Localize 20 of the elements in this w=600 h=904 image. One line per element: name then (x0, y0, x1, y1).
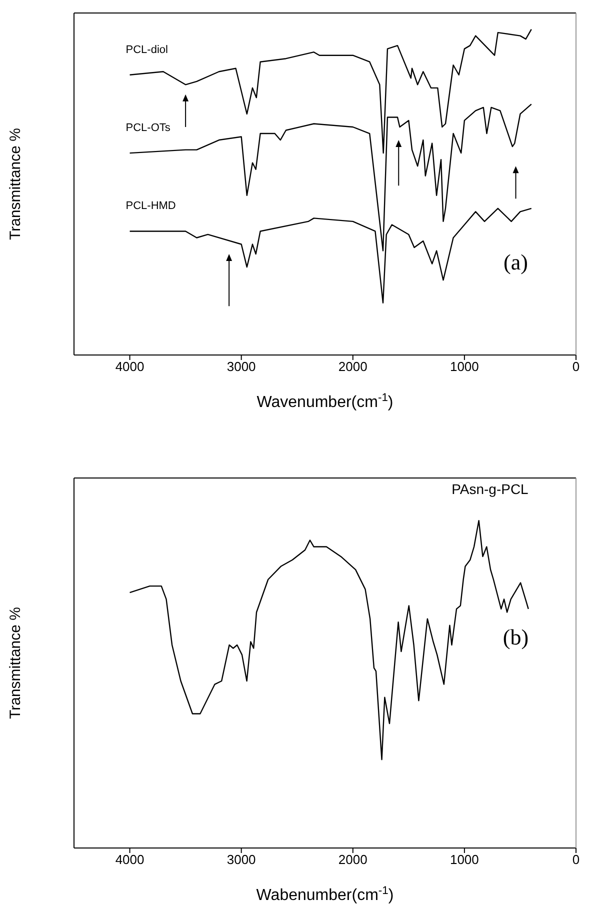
x-tick-label: 1000 (450, 852, 479, 868)
annotation: (a) (504, 250, 528, 274)
y-axis-title: Transmittance % (7, 128, 24, 240)
series-label: PCL-HMD (126, 200, 176, 212)
y-axis-title: Transmittance % (7, 607, 24, 719)
series-label: PCL-OTs (126, 122, 171, 134)
x-tick-label: 4000 (115, 852, 144, 868)
x-tick-label: 0 (572, 359, 580, 374)
x-tick-label: 2000 (338, 852, 368, 868)
x-tick-label: 3000 (226, 852, 256, 868)
x-tick-label: 4000 (115, 359, 144, 374)
x-tick-label: 3000 (226, 359, 256, 374)
annotation: (b) (502, 624, 529, 650)
x-axis-title: Wavenumber(cm$^{-1}$) (256, 392, 394, 411)
x-tick-label: 2000 (338, 359, 368, 374)
text: PAsn-g-PCL (452, 481, 529, 497)
series-label: PCL-diol (126, 44, 168, 56)
x-axis-title: Wabenumber(cm$^{-1}$) (256, 885, 394, 904)
x-tick-label: 1000 (450, 359, 479, 374)
x-tick-label: 0 (572, 852, 580, 868)
